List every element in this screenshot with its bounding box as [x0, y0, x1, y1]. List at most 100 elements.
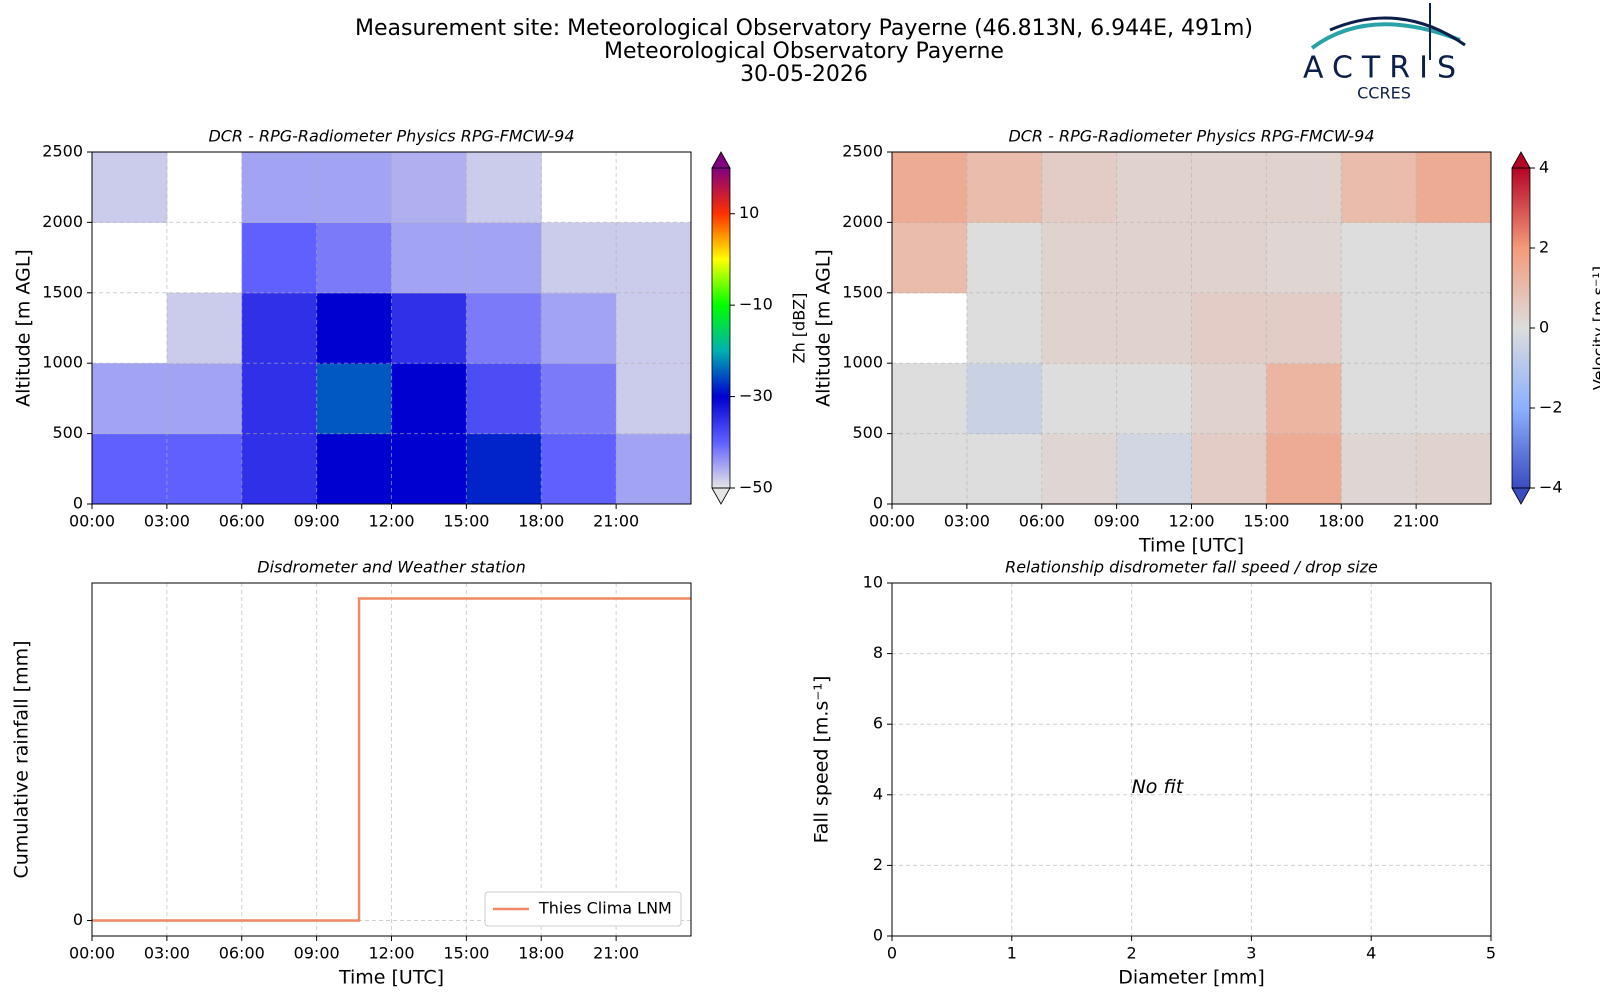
y-axis-label: Cumulative rainfall [mm] [11, 640, 33, 878]
heatmap-cell [166, 363, 243, 435]
y-tick-label: 0 [73, 494, 83, 513]
heatmap-cell [391, 363, 467, 435]
heatmap-cell [1191, 222, 1267, 294]
colorbar-tick-label: 4 [1539, 158, 1549, 177]
x-tick-label: 4 [1366, 944, 1376, 963]
annotation: No fit [1132, 776, 1185, 798]
x-tick-label: 2 [1127, 944, 1137, 963]
heatmap-cell [541, 292, 617, 364]
legend-box [484, 891, 682, 927]
heatmap-cell [391, 152, 467, 223]
logo: ACTRIS CCRES [1303, 3, 1466, 103]
x-tick-label: 06:00 [219, 944, 265, 963]
heatmap-cell [1416, 433, 1492, 505]
colorbar-tick-label: 2 [1539, 238, 1549, 257]
y-tick-label: 2500 [842, 142, 883, 161]
heatmap-cell [1416, 222, 1492, 294]
heatmap-cell [92, 363, 168, 435]
heatmap-cell [241, 292, 318, 364]
heatmap-cell [1041, 292, 1118, 364]
heatmap-cell [1116, 222, 1192, 294]
colorbar [712, 168, 730, 488]
x-tick-label: 15:00 [443, 512, 489, 531]
x-tick-label: 06:00 [1019, 512, 1065, 531]
heatmap-cell [316, 292, 392, 364]
heatmap-cell [1116, 152, 1192, 223]
heatmap-cell [316, 433, 392, 505]
axes-frame [891, 151, 1492, 505]
heatmap-cell [391, 433, 467, 505]
plot-area [892, 583, 1491, 936]
panel: 0 1 2 3 4 5 0 2 4 6 8 10 No fit Relationship disdrome… [811, 558, 1497, 989]
panel: 00:00 03:00 06:00 09:00 12:00 15:00 18:00 21:00… [813, 127, 1600, 557]
x-tick-label: 00:00 [69, 512, 115, 531]
x-tick-label: 03:00 [944, 512, 990, 531]
heatmap-cell [391, 292, 467, 364]
colorbar-frame [711, 167, 731, 489]
panel-title: Relationship disdrometer fall speed / dr… [1005, 558, 1378, 577]
y-tick-label: 6 [873, 714, 883, 733]
y-tick-label: 500 [852, 423, 883, 442]
x-axis-label: Diameter [mm] [1118, 967, 1265, 989]
heatmap-cell [1116, 292, 1192, 364]
heatmap-cell [92, 433, 168, 505]
heatmap-cell [316, 363, 392, 435]
heatmap-cell [1116, 433, 1192, 505]
y-axis-label: Altitude [m AGL] [813, 249, 835, 407]
x-tick-label: 12:00 [368, 512, 414, 531]
x-tick-label: 09:00 [1094, 512, 1140, 531]
x-tick-label: 0 [887, 944, 897, 963]
heatmap-cell [391, 222, 467, 294]
heatmap-cell [966, 363, 1043, 435]
heatmap-cell [166, 292, 243, 364]
x-tick-label: 12:00 [368, 944, 414, 963]
heatmap-cell [966, 292, 1043, 364]
heatmap-cell [466, 363, 542, 435]
x-tick-label: 21:00 [593, 944, 639, 963]
logo-arc [1310, 22, 1461, 50]
x-tick-label: 21:00 [593, 512, 639, 531]
colorbar-label: Zh [dBZ] [790, 293, 809, 364]
heatmap-cell [1041, 363, 1118, 435]
heatmap-cell [1416, 363, 1492, 435]
heatmap-cell [466, 152, 542, 223]
panel-title: Disdrometer and Weather station [257, 558, 525, 577]
y-tick-label: 2000 [42, 212, 83, 231]
logo-text: ACTRIS [1303, 51, 1465, 86]
y-tick-label: 1500 [842, 282, 883, 301]
x-tick-label: 03:00 [144, 512, 190, 531]
x-tick-label: 5 [1486, 944, 1496, 963]
heatmap-cell [466, 433, 542, 505]
x-tick-label: 09:00 [294, 512, 340, 531]
heatmap-cell [1266, 363, 1342, 435]
y-tick-label: 1500 [42, 282, 83, 301]
heatmap-cell [541, 363, 617, 435]
heatmap-cell [541, 222, 617, 294]
x-tick-label: 18:00 [518, 944, 564, 963]
y-tick-label: 1000 [42, 353, 83, 372]
x-tick-label: 21:00 [1393, 512, 1439, 531]
colorbar-tick-label: 10 [739, 203, 759, 222]
y-tick-label: 0 [873, 494, 883, 513]
y-axis-label: Altitude [m AGL] [13, 249, 35, 407]
x-tick-label: 03:00 [144, 944, 190, 963]
panel-title: DCR - RPG-Radiometer Physics RPG-FMCW-94 [1008, 127, 1374, 146]
heatmap-cell [616, 363, 692, 435]
heatmap-cell [1191, 292, 1267, 364]
heatmap-cell [1266, 433, 1342, 505]
colorbar-label: Velocity [m.s⁻¹] [1590, 266, 1600, 390]
colorbar [1512, 168, 1530, 488]
heatmap-cell [892, 363, 968, 435]
heatmap-cell [541, 433, 617, 505]
x-tick-label: 09:00 [294, 944, 340, 963]
y-tick-label: 4 [873, 784, 883, 803]
x-axis-label: Time [UTC] [1138, 535, 1244, 557]
y-tick-label: 2500 [42, 142, 83, 161]
legend-label: Thies Clima LNM [538, 899, 672, 918]
colorbar-tick-label: −4 [1539, 478, 1563, 497]
logo-arc [1329, 16, 1466, 47]
series-line [92, 597, 691, 922]
heatmap-cell [316, 222, 392, 294]
y-tick-label: 2 [873, 855, 883, 874]
